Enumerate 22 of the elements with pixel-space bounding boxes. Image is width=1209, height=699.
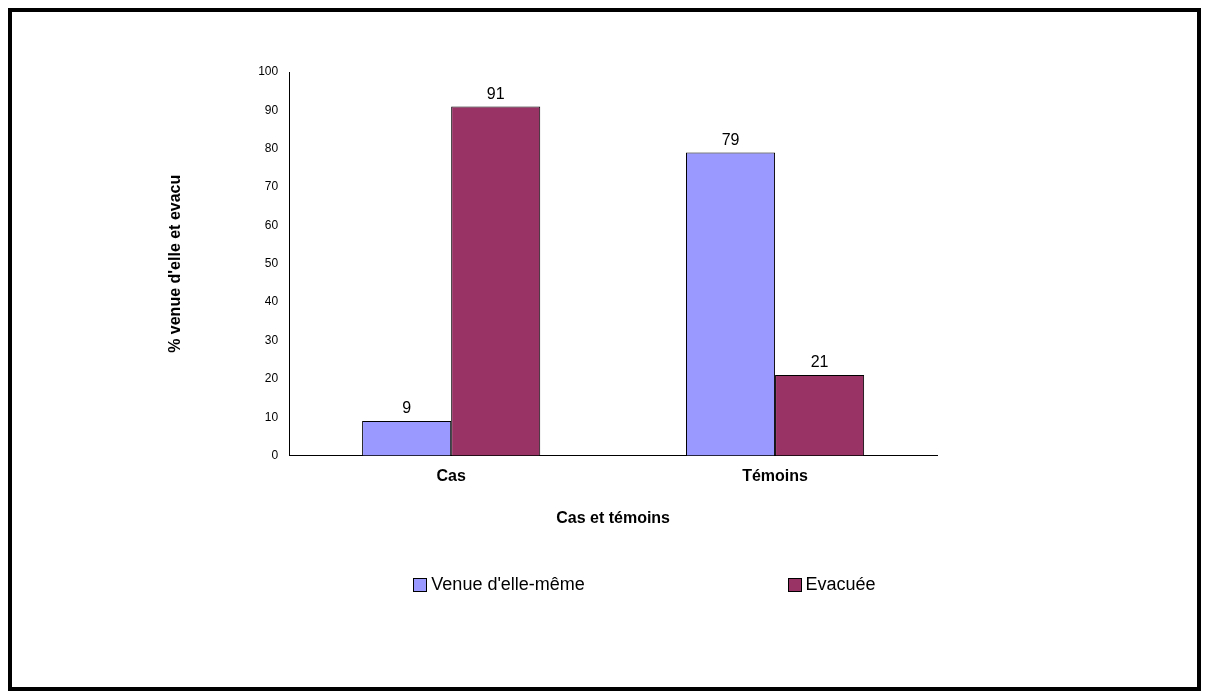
y-tick-label: 60 (264, 217, 279, 232)
legend-label: Evacuée (805, 574, 876, 595)
data-label: 79 (721, 130, 740, 148)
data-label: 91 (486, 84, 505, 102)
y-tick-label: 10 (264, 409, 279, 424)
data-label: 9 (402, 399, 412, 417)
x-tick-label: Cas (436, 466, 466, 484)
y-tick-label: 90 (264, 102, 279, 117)
data-label: 21 (810, 353, 829, 371)
legend-label: Venue d'elle-même (431, 574, 585, 595)
y-tick-label: 100 (258, 64, 279, 79)
y-tick-label: 30 (264, 332, 279, 347)
x-tick-label: Témoins (742, 466, 809, 484)
x-axis-title: Cas et témoins (556, 508, 671, 526)
y-tick-label: 50 (264, 256, 279, 271)
y-tick-label: 20 (264, 371, 279, 386)
y-axis-title: % venue d'elle et evacu (166, 174, 184, 353)
y-tick-label: 40 (264, 294, 279, 309)
y-tick-label: 0 (271, 447, 279, 462)
page-frame: Cas et témoins % venue d'elle et evacu Cas Témoins 0 10 20 30 40 50 60 70 80 90 100 9 79 91 21 Venue d'elle-même Evacuée (8, 8, 1201, 691)
y-tick-label: 80 (264, 141, 279, 156)
y-tick-label: 70 (264, 179, 279, 194)
